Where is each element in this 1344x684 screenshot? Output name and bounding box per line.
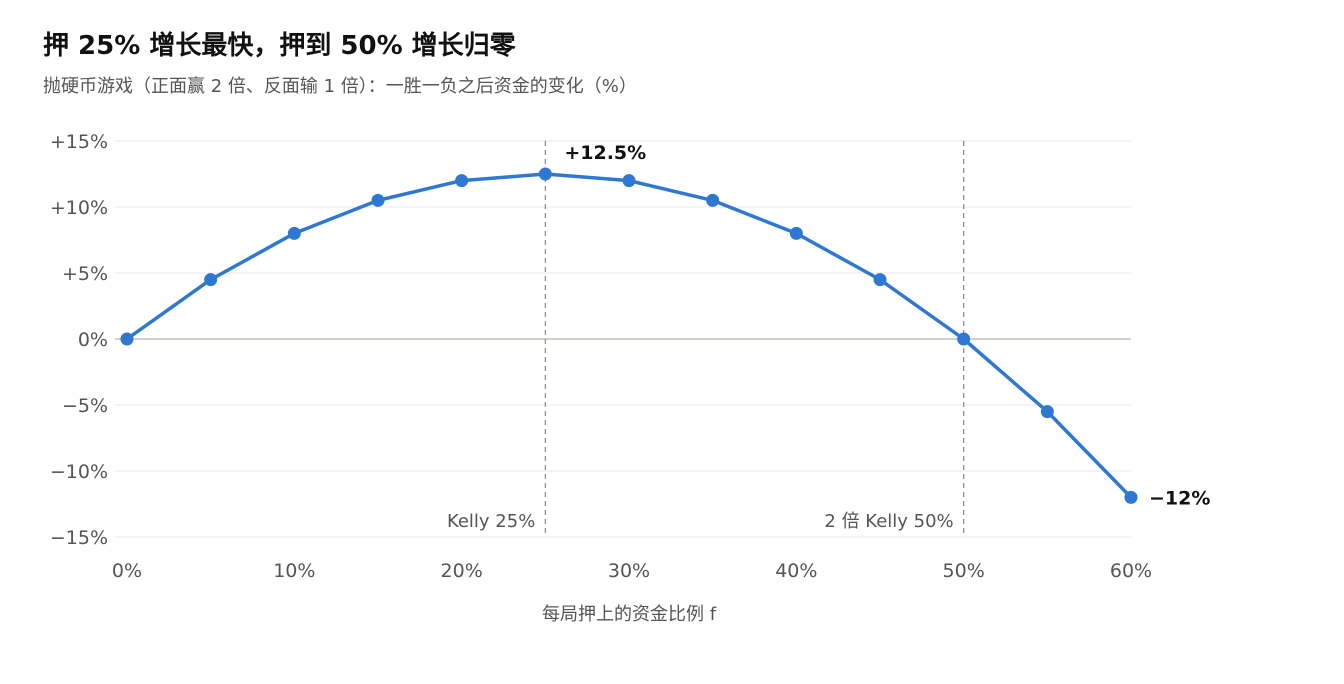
y-tick-label: +15% (50, 131, 108, 153)
series-line (125, 172, 1133, 500)
data-point (957, 332, 971, 346)
data-point (538, 167, 552, 181)
x-tick-label: 20% (441, 560, 483, 582)
data-point (1040, 405, 1054, 419)
data-label: +12.5% (564, 142, 646, 164)
data-point (706, 193, 720, 207)
chart-subtitle: 抛硬币游戏（正面赢 2 倍、反面输 1 倍）：一胜一负之后资金的变化（%） (43, 76, 637, 97)
y-tick-label: −10% (50, 461, 108, 483)
x-tick-label: 10% (273, 560, 315, 582)
x-tick-label: 30% (608, 560, 650, 582)
gridlines (115, 140, 1131, 538)
reference-lines: Kelly 25% 2 倍 Kelly 50% (447, 141, 965, 534)
x-tick-label: 50% (943, 560, 985, 582)
series (120, 167, 1138, 504)
data-point (120, 332, 134, 346)
data-point (789, 226, 803, 240)
x-axis-ticks: 0% 10% 20% 30% 40% 50% 60% (112, 560, 1152, 582)
data-point (873, 273, 887, 287)
chart-title: 押 25% 增长最快，押到 50% 增长归零 (43, 31, 516, 61)
reference-line-label: 2 倍 Kelly 50% (824, 511, 953, 532)
data-point (204, 273, 218, 287)
reference-line-label: Kelly 25% (447, 511, 535, 532)
y-tick-label: 0% (78, 329, 108, 351)
y-tick-label: −15% (50, 527, 108, 549)
data-label: −12% (1149, 487, 1210, 509)
data-point (455, 174, 469, 188)
x-tick-label: 40% (775, 560, 817, 582)
x-tick-label: 0% (112, 560, 142, 582)
y-tick-label: −5% (62, 395, 108, 417)
data-point (287, 226, 301, 240)
y-axis-ticks: +15% +10% +5% 0% −5% −10% −15% (50, 131, 108, 549)
x-axis-title: 每局押上的资金比例 f (542, 604, 717, 625)
data-point (371, 193, 385, 207)
data-point (622, 174, 636, 188)
annotations: +12.5% −12% (564, 142, 1210, 509)
y-tick-label: +10% (50, 197, 108, 219)
y-tick-label: +5% (62, 263, 108, 285)
x-tick-label: 60% (1110, 560, 1152, 582)
data-point (1124, 490, 1138, 504)
